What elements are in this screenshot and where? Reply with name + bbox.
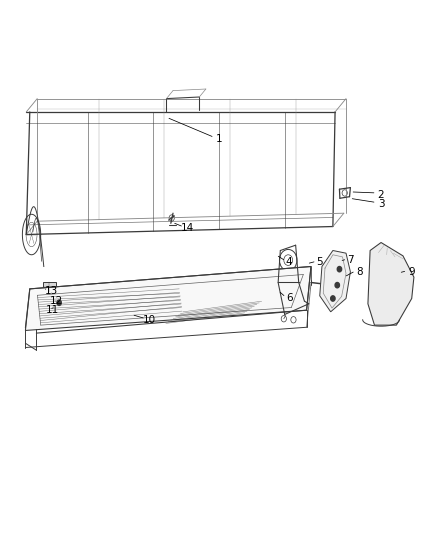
Polygon shape xyxy=(25,266,311,330)
Text: 11: 11 xyxy=(46,305,59,315)
Polygon shape xyxy=(320,251,350,312)
Circle shape xyxy=(335,282,339,288)
Text: 13: 13 xyxy=(45,286,58,296)
Text: 12: 12 xyxy=(49,296,63,305)
Text: 3: 3 xyxy=(378,199,385,208)
Circle shape xyxy=(57,300,61,305)
Text: 9: 9 xyxy=(408,267,415,277)
Polygon shape xyxy=(368,243,414,325)
Text: 14: 14 xyxy=(181,223,194,233)
Text: 10: 10 xyxy=(142,315,155,325)
FancyBboxPatch shape xyxy=(43,282,56,292)
Text: 2: 2 xyxy=(378,190,385,199)
Circle shape xyxy=(331,296,335,301)
Text: 6: 6 xyxy=(286,294,293,303)
Text: 7: 7 xyxy=(347,255,354,265)
Circle shape xyxy=(337,266,342,272)
Text: 1: 1 xyxy=(215,134,223,143)
Text: 5: 5 xyxy=(316,257,323,267)
Text: 8: 8 xyxy=(356,267,363,277)
Text: 4: 4 xyxy=(286,257,293,267)
